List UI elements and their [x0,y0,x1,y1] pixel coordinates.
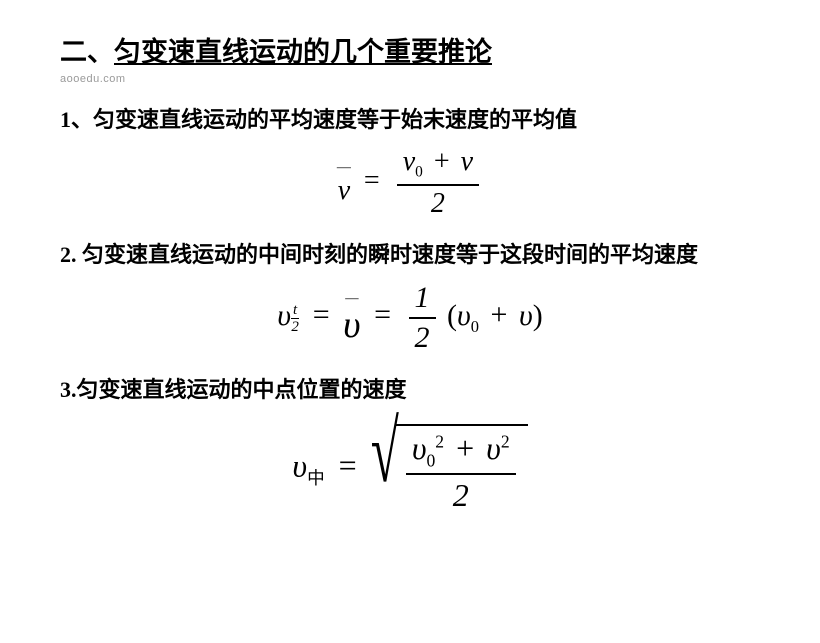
item-1: 1、匀变速直线运动的平均速度等于始末速度的平均值 [60,103,760,136]
formula-3: υ中 = √ υ02 + υ2 2 [60,424,760,514]
v-bar: — v [337,161,351,205]
title-prefix: 二、 [60,37,114,67]
frac-v0sq-plus-vsq-over-2: υ02 + υ2 2 [406,430,516,514]
formula-2: υt2 = — υ = 1 2 (υ0 + υ) [60,281,760,355]
section-title: 二、匀变速直线运动的几个重要推论 [60,30,760,69]
watermark: aooedu.com [60,73,760,85]
item-3: 3.匀变速直线运动的中点位置的速度 [60,373,760,406]
sub-t-over-2: t2 [291,303,299,335]
subscript-mid: 中 [307,468,325,488]
title-main: 匀变速直线运动的几个重要推论 [114,37,492,67]
upsilon-bar: — υ [343,291,360,344]
formula-1: — v = v0 + v 2 [60,146,760,220]
item-2: 2. 匀变速直线运动的中间时刻的瞬时速度等于这段时间的平均速度 [60,238,760,271]
one-half: 1 2 [409,281,436,355]
fraction-v0plusv-over-2: v0 + v 2 [397,146,479,220]
sqrt-expression: √ υ02 + υ2 2 [371,424,528,514]
